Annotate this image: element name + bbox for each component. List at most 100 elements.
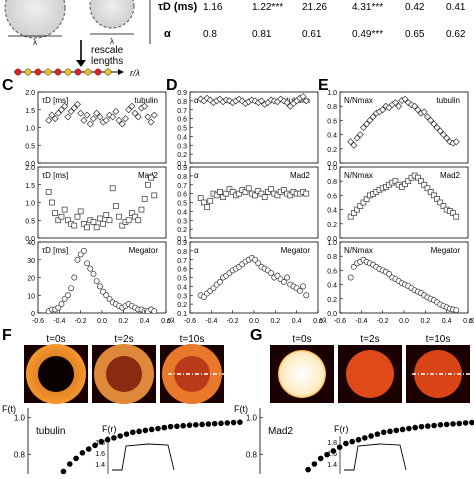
data-point [89, 115, 97, 123]
recovery-point [305, 466, 311, 473]
data-point [450, 210, 456, 216]
y-tick-label: 1.0 [327, 165, 337, 172]
data-point [351, 210, 357, 216]
y-tick-label: 0.7 [177, 258, 187, 265]
data-point [252, 192, 258, 199]
radial-dot [24, 68, 32, 76]
table-row-label-alpha: α [164, 28, 171, 40]
data-point [401, 95, 409, 103]
lambda-label-right: λ [110, 37, 114, 46]
data-point [414, 106, 422, 114]
data-point [70, 104, 78, 112]
frap-image-g-0 [270, 345, 334, 403]
data-point [132, 213, 138, 220]
table-cell: 0.62 [446, 29, 466, 40]
data-point [268, 186, 274, 193]
data-point [303, 190, 310, 197]
x-tick-label: 0.2 [420, 318, 430, 325]
series-title: tubulin [436, 96, 460, 105]
data-point [347, 274, 354, 281]
y-tick-label: 0.6 [327, 268, 337, 275]
recovery-point [330, 448, 337, 454]
x-tick-label: 0.0 [97, 318, 107, 325]
data-point [141, 196, 148, 202]
data-point [251, 97, 259, 105]
data-point [45, 116, 53, 124]
data-point [391, 99, 399, 107]
table-cell: 0.81 [252, 29, 272, 40]
parameter-table: τD (ms) 1.16 1.22*** 21.26 4.31*** 0.42 … [149, 0, 466, 44]
radial-dot [44, 68, 52, 76]
data-point [280, 278, 287, 285]
data-point [363, 196, 370, 202]
x-axis-label: r/λ [167, 318, 175, 325]
data-point [125, 217, 132, 224]
recovery-point [343, 440, 349, 447]
table-cell: 0.61 [302, 29, 322, 40]
recovery-point [362, 435, 368, 441]
y-axis-label: τD [ms] [42, 96, 68, 105]
y-axis-label: α [194, 171, 199, 180]
y-tick-label: 0.4 [327, 133, 337, 140]
cell-right-drawing [89, 0, 135, 29]
y-tick-label: 0.0 [25, 236, 35, 243]
series-title: Megator [431, 246, 461, 255]
y-tick-label: 0.6 [177, 267, 187, 274]
y-tick-label: 0.2 [177, 302, 187, 309]
y-tick-label: 1.0 [327, 240, 337, 247]
data-point [213, 192, 220, 199]
data-point [436, 127, 444, 135]
x-tick-label: 0.2 [118, 318, 128, 325]
y-tick-label: 0.6 [177, 117, 187, 124]
y-axis-label: α [194, 96, 199, 105]
rescale-label-2: lengths [91, 56, 123, 67]
x-tick-label: -0.2 [75, 318, 87, 325]
data-point [112, 108, 120, 116]
y-tick-label: 1.0 [327, 90, 337, 97]
panel-e-tubulin: 0.0 0.2 0.4 0.6 0.8 1.0 N/Nmax tubulin [327, 90, 469, 168]
data-point [379, 106, 387, 114]
x-tick-label: -0.4 [53, 318, 65, 325]
table-cell: 0.49*** [352, 29, 383, 40]
data-point [52, 210, 58, 216]
recovery-point [469, 419, 474, 426]
y-tick-label: 0.3 [177, 218, 187, 225]
radial-dot [104, 68, 112, 76]
table-cell: 0.8 [203, 29, 217, 40]
data-point [51, 115, 59, 123]
x-tick-label: 0.6 [161, 318, 171, 325]
inset-y-label: F(r) [102, 424, 117, 434]
panel-e-megator: 0.0 0.2 0.4 0.6 0.8 1.0 N/Nmax Megator [327, 240, 469, 318]
data-point [128, 102, 136, 110]
data-point [64, 113, 72, 121]
recovery-point [199, 421, 205, 428]
series-title: Megator [281, 246, 311, 255]
data-point [207, 197, 214, 204]
x-axis-label: r/λ [469, 318, 474, 325]
data-point [119, 222, 126, 229]
data-point [93, 109, 101, 117]
inset-y-label: F(r) [334, 424, 349, 434]
panel-letter-g: G [250, 327, 262, 344]
x-tick-label: 0.4 [292, 318, 302, 325]
data-point [296, 287, 303, 294]
recovery-point [224, 420, 231, 426]
y-tick-label: 0.0 [25, 161, 35, 168]
cell-left-drawing [4, 0, 66, 39]
data-point [356, 131, 364, 139]
data-point [283, 99, 291, 107]
radial-dot [34, 68, 42, 76]
table-row-label-tau: τD (ms) [158, 1, 197, 13]
y-tick-label: 0.4 [177, 284, 187, 291]
y-tick-label: 0.8 [14, 451, 26, 460]
y-axis-label: N/Nmax [344, 246, 373, 255]
series-title: Mad2 [290, 171, 311, 180]
top-schematic: λ λ rescale lengths r/λ [4, 0, 140, 78]
data-point [452, 138, 460, 146]
y-tick-label: 0.1 [177, 311, 187, 318]
data-point [77, 208, 84, 215]
data-point [67, 108, 75, 116]
series-title: Mad2 [440, 171, 461, 180]
data-point [48, 111, 56, 119]
data-point [64, 292, 71, 299]
